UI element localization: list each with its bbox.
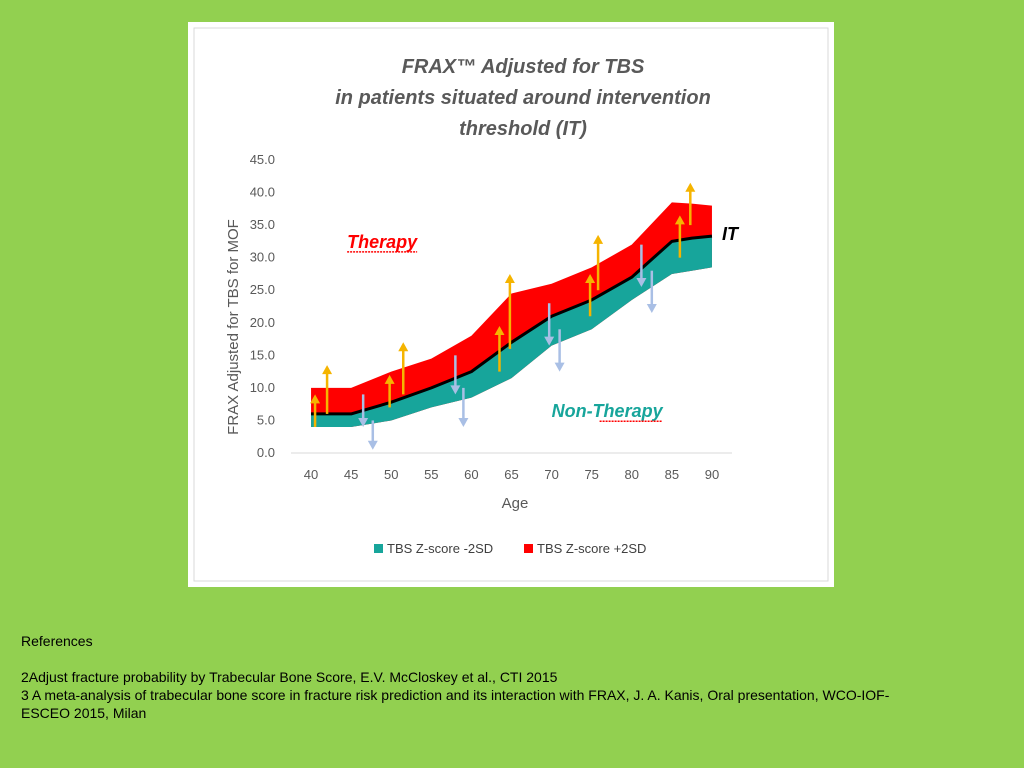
- arrow-up-head: [593, 234, 604, 244]
- y-tick-label: 0.0: [257, 445, 275, 460]
- arrow-down-head: [544, 336, 555, 346]
- x-tick-label: 55: [424, 467, 438, 482]
- chart-panel: FRAX™ Adjusted for TBS in patients situa…: [188, 22, 834, 587]
- x-tick-label: 90: [705, 467, 719, 482]
- legend-swatch-plus-2sd: [524, 544, 533, 553]
- series-area-plus-2sd: [311, 202, 712, 427]
- arrow-up-head: [504, 273, 515, 283]
- y-tick-label: 5.0: [257, 412, 275, 427]
- arrow-up-head: [685, 182, 696, 192]
- y-tick-label: 30.0: [250, 250, 275, 265]
- chart-title-line-3: threshold (IT): [459, 118, 587, 140]
- arrow-down-head: [458, 417, 469, 427]
- legend-swatch-minus-2sd: [374, 544, 383, 553]
- x-tick-label: 70: [544, 467, 558, 482]
- legend-label-plus-2sd: TBS Z-score +2SD: [537, 541, 646, 556]
- y-axis-label: FRAX Adjusted for TBS for MOF: [225, 219, 242, 435]
- arrow-up-head: [585, 273, 596, 283]
- series-area-minus-2sd: [311, 236, 712, 427]
- intervention-threshold-line: [311, 234, 713, 416]
- references-section: References 2Adjust fracture probability …: [21, 632, 1001, 722]
- plot-area: 0.0 5.0 10.0 15.0 20.0 25.0 30.0 35.0 40.0 45.0 40…: [250, 152, 740, 482]
- arrow-up-head: [674, 215, 685, 225]
- legend: TBS Z-score -2SD TBS Z-score +2SD: [374, 541, 646, 556]
- reference-item: 3 A meta-analysis of trabecular bone sco…: [21, 687, 890, 703]
- arrow-down-head: [646, 304, 657, 314]
- y-tick-label: 35.0: [250, 217, 275, 232]
- arrow-down-head: [636, 277, 647, 287]
- x-tick-label: 45: [344, 467, 358, 482]
- chart-title-line-1: FRAX™ Adjusted for TBS: [402, 56, 645, 78]
- arrow-up-head: [494, 326, 505, 336]
- frax-tbs-area-chart: FRAX™ Adjusted for TBS in patients situa…: [193, 27, 829, 582]
- x-tick-label: 75: [584, 467, 598, 482]
- y-tick-label: 25.0: [250, 282, 275, 297]
- x-tick-label: 85: [665, 467, 679, 482]
- reference-item: ESCEO 2015, Milan: [21, 705, 147, 721]
- x-tick-label: 40: [304, 467, 318, 482]
- arrow-down-head: [358, 417, 369, 427]
- x-axis-label: Age: [502, 495, 529, 512]
- x-tick-label: 65: [504, 467, 518, 482]
- y-tick-label: 45.0: [250, 152, 275, 167]
- it-label: IT: [722, 224, 740, 244]
- x-tick-label: 60: [464, 467, 478, 482]
- arrow-up-head: [310, 394, 321, 404]
- reference-item: 2Adjust fracture probability by Trabecul…: [21, 669, 558, 685]
- chart-title-line-2: in patients situated around intervention: [335, 87, 711, 109]
- references-heading: References: [21, 633, 93, 649]
- therapy-annotation: Therapy: [347, 232, 418, 252]
- arrow-down-head: [554, 362, 565, 372]
- arrow-down-head: [450, 385, 461, 395]
- arrow-up-head: [384, 374, 395, 384]
- y-tick-label: 10.0: [250, 380, 275, 395]
- arrow-down-head: [367, 440, 378, 450]
- non-therapy-annotation: Non-Therapy: [552, 401, 664, 421]
- legend-label-minus-2sd: TBS Z-score -2SD: [387, 541, 493, 556]
- x-tick-label: 80: [625, 467, 639, 482]
- x-tick-label: 50: [384, 467, 398, 482]
- arrow-up-head: [398, 342, 409, 352]
- y-tick-label: 20.0: [250, 315, 275, 330]
- y-tick-label: 40.0: [250, 185, 275, 200]
- y-tick-label: 15.0: [250, 347, 275, 362]
- arrow-up-head: [322, 365, 333, 375]
